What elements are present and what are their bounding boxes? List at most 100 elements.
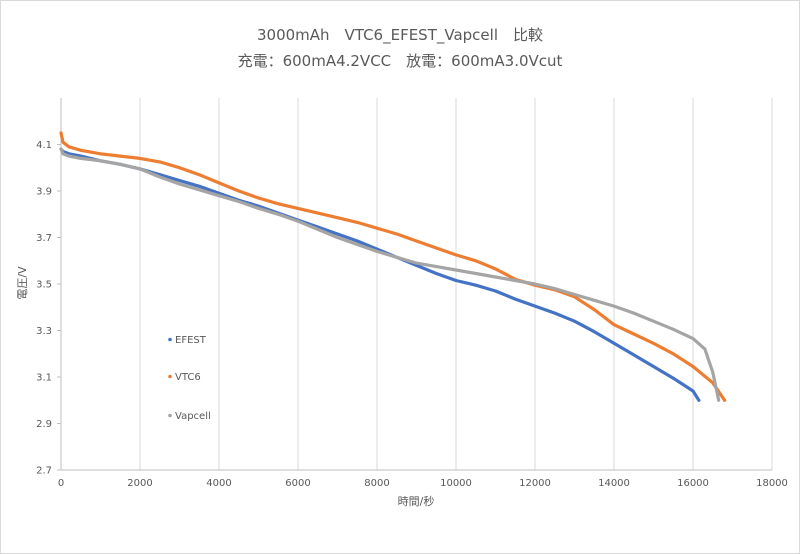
series-vapcell-point — [717, 398, 721, 402]
series-vtc6-point — [652, 341, 655, 345]
series-efest-point — [553, 311, 557, 315]
series-vapcell-point — [79, 157, 83, 160]
series-vapcell-point — [494, 275, 497, 279]
x-tick-labels: 0 2000 4000 6000 8000 10000 12000 14000 16000 180… — [58, 478, 788, 489]
x-tick-label: 6000 — [285, 478, 310, 489]
series-vtc6-point — [178, 166, 181, 170]
series-vapcell-point — [237, 200, 241, 203]
series-vapcell-point — [652, 319, 655, 323]
x-tick-label: 0 — [58, 478, 64, 489]
series-vtc6-point — [79, 148, 83, 152]
series-vapcell-point — [217, 194, 221, 198]
x-axis-title: 時間/秒 — [398, 494, 435, 508]
series-vtc6-point — [158, 160, 162, 164]
chart-title: 3000mAh VTC6_EFEST_Vapcell 比較 — [257, 26, 543, 45]
series-vtc6-point — [118, 154, 122, 158]
series-vapcell-point — [415, 261, 418, 265]
y-tick-label: 2.9 — [36, 419, 52, 430]
series-vtc6-point — [494, 267, 497, 271]
x-tick-label: 2000 — [127, 478, 152, 489]
series-vtc6-point — [197, 173, 201, 177]
series-efest-point — [513, 297, 517, 301]
x-tick-label: 18000 — [756, 478, 788, 489]
series-vtc6-point — [237, 189, 241, 193]
series-vtc6-point — [217, 181, 221, 185]
axes — [60, 98, 772, 471]
series-vapcell-point — [553, 287, 557, 290]
series-efest-point — [671, 376, 675, 380]
series-vtc6-line — [59, 131, 727, 402]
series-vtc6-point — [691, 365, 695, 368]
series-vtc6-point — [316, 211, 320, 215]
series-vapcell-point — [513, 279, 517, 282]
series-vtc6-point — [592, 308, 596, 311]
series-vapcell-point — [375, 250, 379, 253]
series-vapcell-point — [592, 298, 596, 302]
series-vtc6-point — [632, 332, 636, 336]
legend-label-vtc6: VTC6 — [175, 372, 201, 383]
legend-label-vapcell: Vapcell — [175, 411, 211, 422]
series-vapcell-point — [316, 228, 320, 231]
series-vtc6-point — [67, 145, 71, 149]
series-vapcell-point — [67, 154, 71, 158]
series-vapcell-point — [276, 212, 280, 216]
series-vapcell-point — [703, 347, 707, 351]
legend-marker-vtc6 — [168, 374, 172, 379]
series-vapcell-point — [61, 152, 65, 156]
series-vtc6-point — [336, 216, 339, 220]
series-group — [59, 131, 727, 402]
series-efest-point — [652, 365, 655, 368]
series-vtc6-point — [454, 253, 458, 257]
series-vapcell-point — [671, 327, 675, 331]
series-vtc6-point — [415, 239, 418, 243]
series-vtc6-point — [59, 131, 63, 135]
series-vtc6-point — [276, 202, 280, 206]
series-vapcell-point — [355, 243, 359, 246]
y-tick-labels: 2.7 2.9 3.1 3.3 3.5 3.7 3.9 4.1 — [36, 140, 52, 477]
series-efest-point — [691, 389, 695, 393]
x-tick-label: 16000 — [677, 478, 709, 489]
grid-lines — [57, 98, 773, 471]
series-vapcell-point — [434, 265, 438, 268]
series-vapcell-point — [474, 272, 478, 275]
series-vapcell-point — [691, 337, 695, 340]
series-efest-point — [454, 279, 458, 282]
series-vapcell-point — [178, 182, 181, 186]
series-vtc6-point — [61, 140, 65, 144]
legend: EFEST VTC6 Vapcell — [168, 335, 211, 422]
series-efest-point — [355, 239, 359, 243]
x-tick-label: 14000 — [598, 478, 630, 489]
y-tick-label: 4.1 — [36, 140, 52, 151]
series-vapcell-point — [158, 175, 162, 179]
series-vapcell-point — [59, 147, 63, 151]
series-vtc6-point — [296, 207, 300, 210]
series-vapcell-point — [612, 304, 616, 308]
chart-subtitle: 充電：600mA4.2VCC 放電：600mA3.0Vcut — [238, 52, 563, 70]
y-tick-label: 3.1 — [36, 373, 52, 384]
series-vapcell-point — [138, 167, 142, 171]
series-vapcell-point — [99, 159, 102, 163]
series-vapcell-point — [395, 255, 399, 259]
series-vapcell-line — [59, 147, 721, 402]
series-vtc6-point — [395, 232, 399, 236]
series-vapcell-point — [454, 268, 458, 272]
series-vtc6-point — [375, 226, 379, 230]
series-vapcell-point — [257, 207, 260, 210]
series-vapcell-point — [296, 219, 300, 223]
series-vapcell-point — [632, 311, 636, 315]
series-efest-point — [632, 353, 636, 357]
series-efest-point — [336, 232, 339, 236]
series-vtc6-point — [434, 246, 438, 250]
series-efest-point — [592, 330, 596, 334]
legend-marker-vapcell — [168, 413, 172, 418]
series-vtc6-point — [99, 152, 102, 156]
y-tick-label: 3.9 — [36, 187, 52, 198]
legend-marker-efest — [168, 337, 172, 342]
y-axis-title: 電圧/V — [16, 266, 29, 300]
series-efest-point — [697, 398, 701, 402]
y-tick-label: 3.3 — [36, 326, 52, 337]
series-vtc6-point — [612, 323, 616, 327]
y-tick-label: 2.7 — [36, 466, 52, 477]
